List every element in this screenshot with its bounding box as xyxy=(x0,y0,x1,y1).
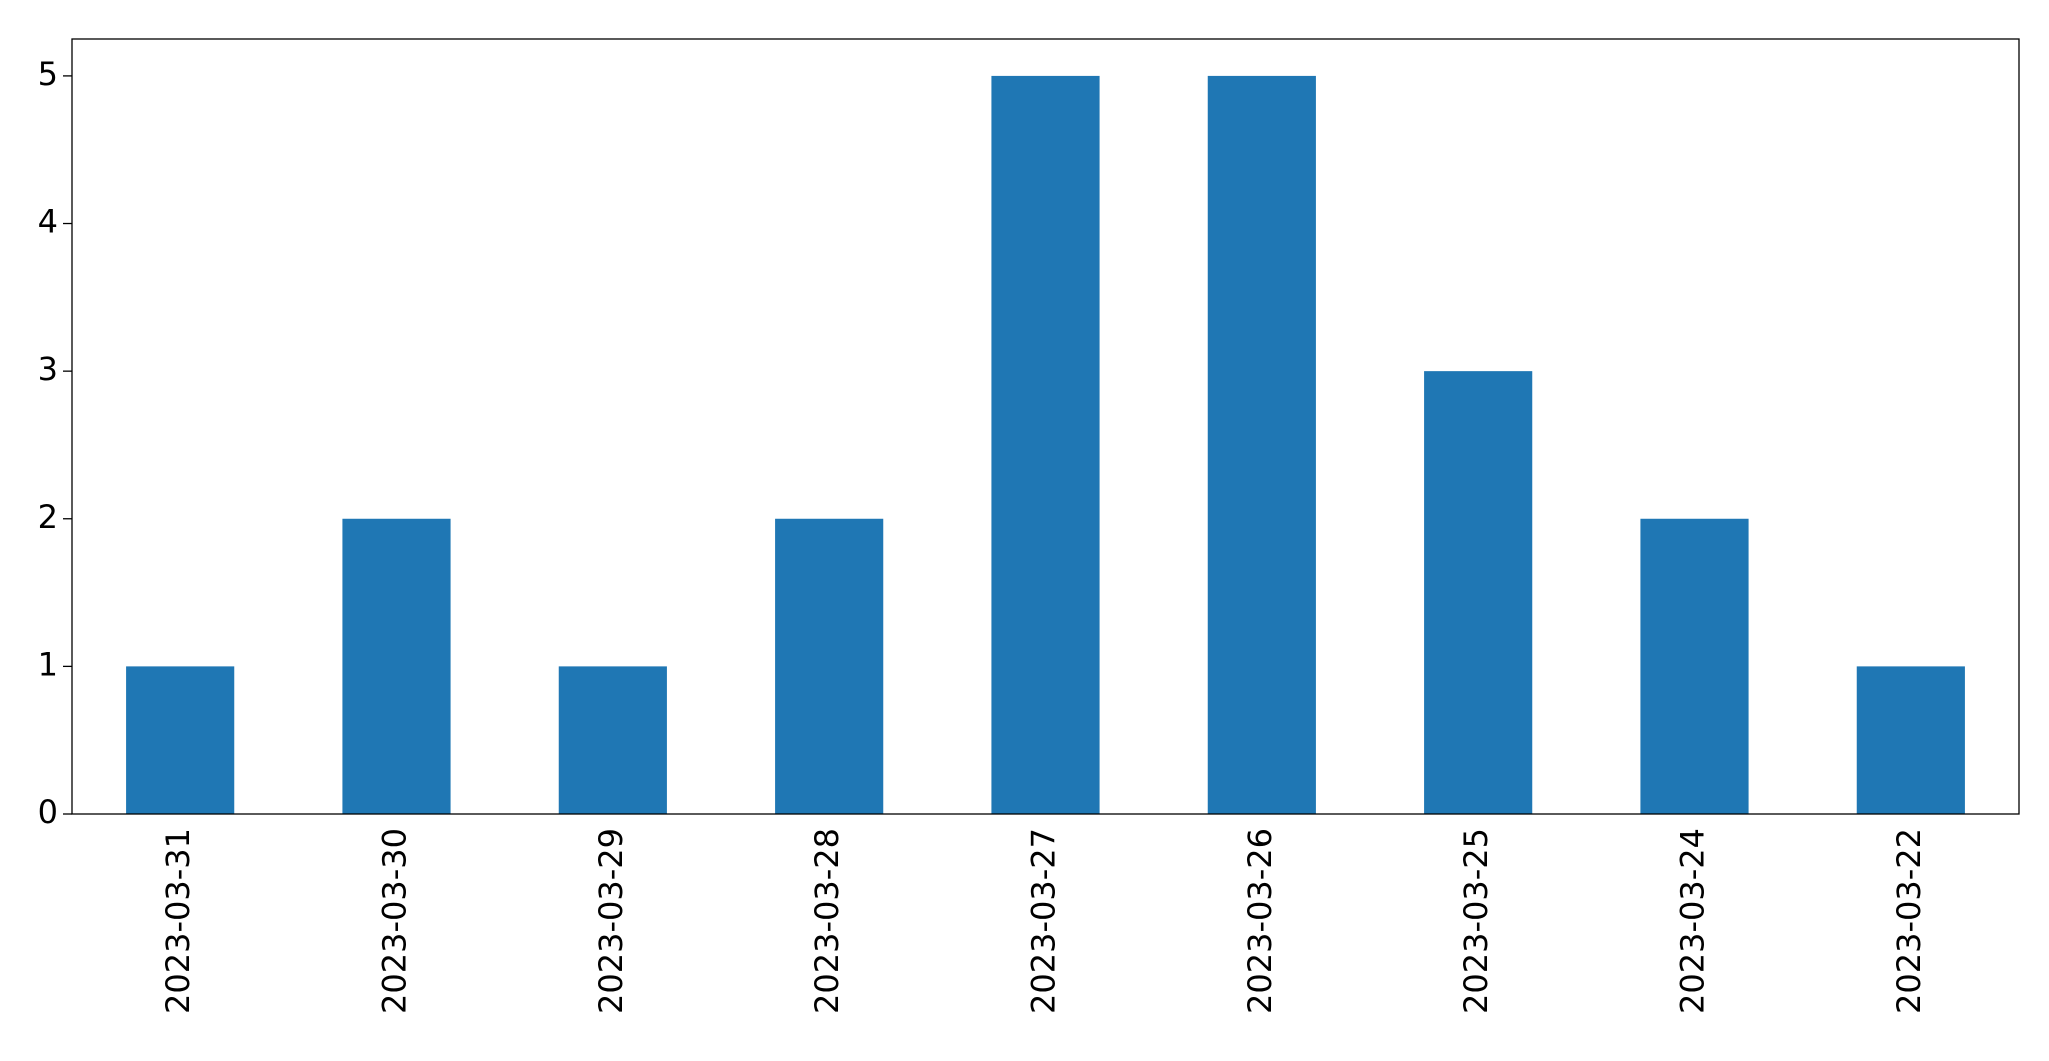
x-tick-label: 2023-03-28 xyxy=(808,828,846,1014)
y-tick-label: 3 xyxy=(38,350,58,388)
x-tick-label: 2023-03-27 xyxy=(1025,828,1063,1014)
x-tick-label: 2023-03-30 xyxy=(376,828,414,1014)
y-tick-label: 1 xyxy=(38,645,58,683)
x-tick-label: 2023-03-25 xyxy=(1457,828,1495,1014)
bar xyxy=(1424,371,1533,814)
y-tick-label: 5 xyxy=(38,55,58,93)
x-tick-label: 2023-03-26 xyxy=(1241,828,1279,1014)
bar xyxy=(991,75,1100,814)
y-tick-label: 2 xyxy=(38,498,58,536)
bar xyxy=(1856,666,1965,814)
y-tick-label: 4 xyxy=(38,203,58,241)
bar xyxy=(775,518,884,814)
bar xyxy=(1640,518,1749,814)
bar xyxy=(126,666,235,814)
x-tick-label: 2023-03-29 xyxy=(592,828,630,1014)
x-tick-label: 2023-03-31 xyxy=(159,828,197,1014)
plot-frame xyxy=(71,38,2020,815)
bar xyxy=(1207,75,1316,814)
bar xyxy=(558,666,667,814)
y-tick-label: 0 xyxy=(38,793,58,831)
x-tick-label: 2023-03-24 xyxy=(1674,828,1712,1014)
x-tick-label: 2023-03-22 xyxy=(1890,828,1928,1014)
bar xyxy=(342,518,451,814)
